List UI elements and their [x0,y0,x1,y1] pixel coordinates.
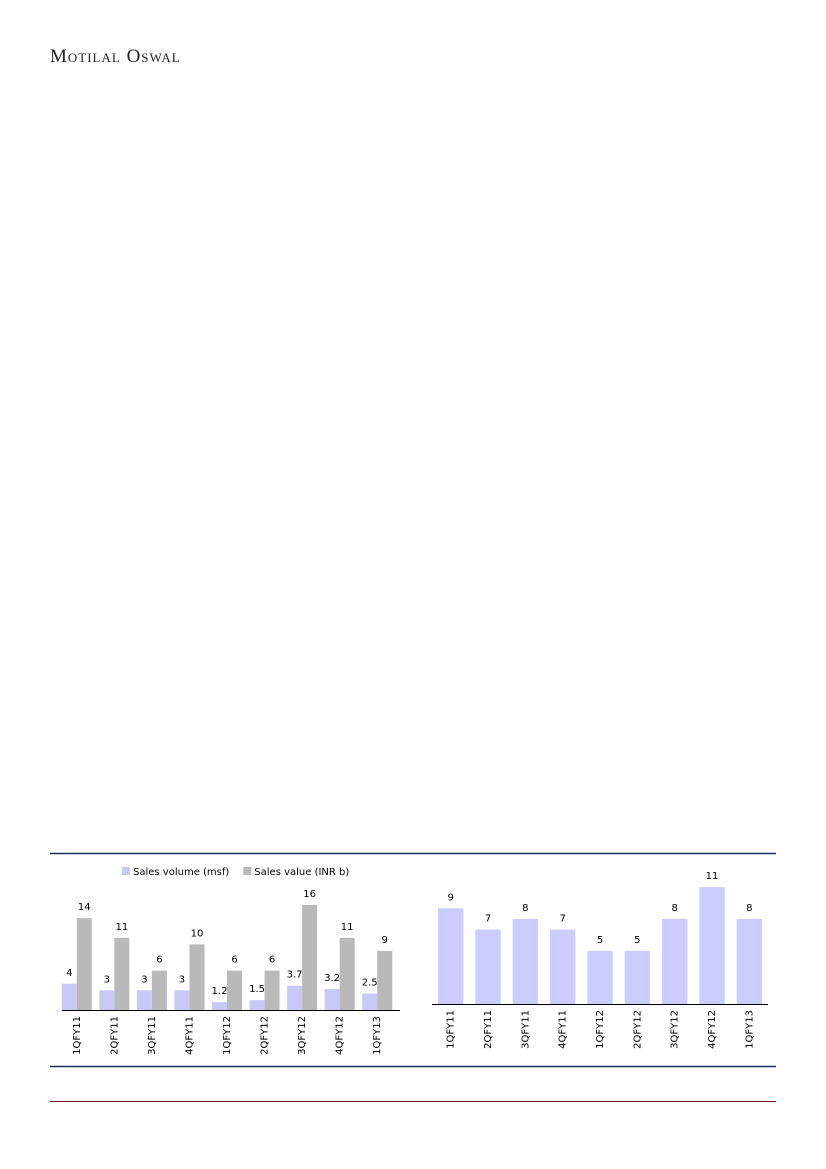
legend-label: Sales value (INR b) [254,867,349,878]
x-tick-label: 1QFY11 [72,1016,83,1055]
value-label: 5 [634,935,640,946]
value-label: 14 [78,902,91,913]
x-tick-label: 1QFY12 [595,1010,606,1049]
value-label: 1.2 [212,986,228,997]
x-tick-label: 1QFY13 [744,1010,755,1049]
value-label: 8 [522,903,528,914]
value-label: 4 [66,968,72,979]
bar [437,908,464,1004]
bar [189,944,205,1010]
bar [661,918,688,1004]
x-tick-label: 2QFY11 [483,1010,494,1049]
value-label: 1.5 [249,984,265,995]
bar [324,989,340,1010]
value-label: 11 [341,922,354,933]
bar [249,1000,265,1010]
x-tick-label: 1QFY13 [372,1016,383,1055]
value-label: 10 [191,928,204,939]
value-label: 8 [746,903,752,914]
bar [377,950,393,1010]
bar [362,993,378,1010]
bar [76,918,92,1010]
x-tick-label: 4QFY11 [184,1016,195,1055]
legend-label: Sales volume (msf) [133,867,229,878]
value-label: 6 [231,955,237,966]
x-tick-label: 4QFY12 [335,1016,346,1055]
value-label: 11 [115,922,128,933]
value-label: 8 [671,903,677,914]
value-label: 9 [382,935,388,946]
value-label: 3 [104,974,110,985]
bar [475,929,501,1004]
bar [114,937,130,1010]
x-tick-label: 1QFY12 [222,1016,233,1055]
x-tick-label: 4QFY11 [558,1010,569,1049]
value-label: 11 [706,871,719,882]
bar [264,970,280,1010]
bar [174,990,190,1010]
value-label: 3.7 [287,970,303,981]
value-label: 7 [485,914,491,925]
bar [136,990,152,1010]
x-tick-label: 4QFY12 [707,1010,718,1049]
value-label: 6 [156,955,162,966]
legend-swatch [243,867,252,875]
x-tick-label: 3QFY12 [297,1016,308,1055]
x-tick-label: 2QFY12 [260,1016,271,1055]
value-label: 3.2 [324,973,340,984]
bar [287,985,303,1010]
bar [512,918,539,1004]
x-tick-label: 2QFY11 [109,1016,120,1055]
value-label: 6 [269,955,275,966]
bar [624,950,651,1004]
value-label: 9 [447,892,453,903]
bar [99,990,115,1010]
value-label: 7 [559,914,565,925]
legend-swatch [122,867,130,875]
value-label: 3 [179,974,185,985]
x-tick-label: 1QFY11 [446,1010,457,1049]
bar [61,983,77,1010]
value-label: 5 [597,935,603,946]
bar [736,918,763,1004]
bar [549,929,576,1004]
x-tick-label: 3QFY11 [520,1010,531,1049]
bar [227,970,243,1010]
value-label: 16 [303,889,316,900]
brand-title: Motilal Oswal [50,46,181,67]
x-tick-label: 3QFY11 [147,1016,158,1055]
x-tick-label: 2QFY12 [632,1010,643,1049]
value-label: 3 [141,974,147,985]
bar [151,970,167,1010]
value-label: 2.5 [362,978,378,989]
bar [211,1002,227,1010]
bar [699,887,725,1004]
x-tick-label: 3QFY12 [670,1010,681,1049]
bar [587,950,613,1004]
bar [339,937,355,1010]
bar [302,905,318,1010]
